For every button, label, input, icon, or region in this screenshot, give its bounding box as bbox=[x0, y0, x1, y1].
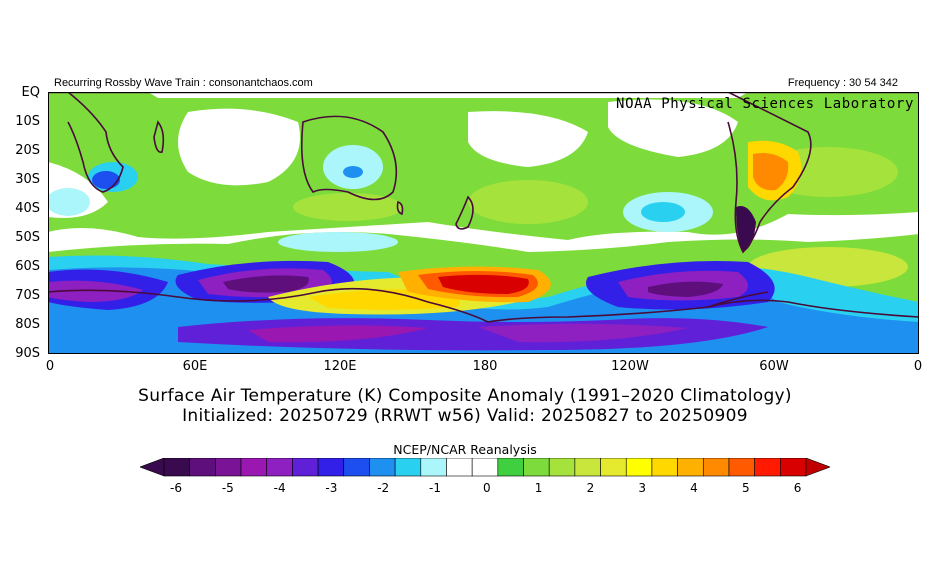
colorbar-swatch bbox=[702, 457, 730, 477]
y-tick-label: 80S bbox=[15, 317, 40, 332]
warm-nz-core bbox=[438, 274, 529, 294]
coastlines bbox=[48, 92, 919, 323]
data-source: NCEP/NCAR Reanalysis bbox=[393, 442, 537, 457]
colorbar-swatch bbox=[394, 457, 422, 477]
cool-patch-s-pacific-core bbox=[641, 202, 685, 222]
y-tick-label: 60S bbox=[15, 259, 40, 274]
y-tick-label: EQ bbox=[21, 85, 40, 100]
colorbar-swatch bbox=[420, 457, 447, 477]
x-tick-label: 0 bbox=[45, 359, 55, 374]
cold-amundsen-core bbox=[648, 281, 723, 297]
header-frequency: Frequency : 30 54 342 bbox=[787, 77, 898, 89]
colorbar-swatch bbox=[677, 457, 704, 477]
colorbar-swatch bbox=[625, 457, 653, 477]
colorbar-tick-label: 3 bbox=[638, 481, 647, 495]
near-zero-patch-pacific bbox=[468, 111, 588, 167]
colorbar-tick-label: 0 bbox=[482, 481, 491, 495]
colorbar bbox=[139, 457, 831, 482]
warm-patch-1 bbox=[468, 180, 588, 224]
y-tick-label: 90S bbox=[15, 346, 40, 361]
colorbar-swatch bbox=[780, 457, 807, 477]
colorbar-swatch bbox=[574, 457, 601, 477]
y-tick-label: 30S bbox=[15, 172, 40, 187]
x-tick-label: 60W bbox=[759, 359, 789, 374]
colorbar-swatch bbox=[317, 457, 345, 477]
colorbar-swatch bbox=[523, 457, 550, 477]
colorbar-tick-label: 6 bbox=[793, 481, 802, 495]
colorbar-tick-label: -6 bbox=[170, 481, 182, 495]
y-tick-label: 70S bbox=[15, 288, 40, 303]
colorbar-tick-label: 2 bbox=[586, 481, 595, 495]
colorbar-tick-label: 4 bbox=[690, 481, 698, 495]
cold-indian-core bbox=[223, 275, 309, 293]
colorbar-swatch bbox=[292, 457, 319, 477]
near-zero-patch-indian bbox=[178, 108, 300, 186]
cool-patch-indian-sub bbox=[278, 232, 398, 252]
cool-patch-s-atlantic bbox=[48, 188, 90, 216]
x-tick-label: 0 bbox=[913, 359, 923, 374]
y-tick-label: 10S bbox=[15, 114, 40, 129]
colorbar-swatch bbox=[446, 457, 473, 477]
colorbar-tick-label: -1 bbox=[429, 481, 441, 495]
colorbar-tick-label: -5 bbox=[221, 481, 234, 495]
x-tick-label: 60E bbox=[182, 359, 208, 374]
y-tick-label: 20S bbox=[15, 143, 40, 158]
colorbar-swatch bbox=[369, 457, 396, 477]
colorbar-swatch bbox=[215, 457, 242, 477]
colorbar-swatch bbox=[548, 457, 576, 477]
colorbar-tick-label: 5 bbox=[741, 481, 750, 495]
x-tick-label: 120W bbox=[611, 359, 649, 374]
cold-africa bbox=[92, 171, 120, 189]
cold-weddell-core bbox=[48, 280, 143, 302]
cold-interior-core-2 bbox=[478, 323, 688, 343]
warm-samerica-core bbox=[753, 153, 789, 191]
colorbar-swatch bbox=[163, 457, 190, 477]
colorbar-swatch bbox=[600, 457, 627, 477]
colorbar-min-arrow bbox=[139, 457, 165, 477]
colorbar-swatch bbox=[471, 457, 499, 477]
lab-label: NOAA Physical Sciences Laboratory bbox=[616, 96, 914, 112]
near-zero-band-south bbox=[48, 212, 919, 252]
colorbar-swatch bbox=[189, 457, 216, 477]
colorbar-swatch bbox=[728, 457, 755, 477]
colorbar-swatch bbox=[240, 457, 268, 477]
colorbar-max-arrow bbox=[805, 457, 831, 477]
colorbar-swatch bbox=[343, 457, 370, 477]
anomaly-map bbox=[48, 92, 919, 354]
map-title: Surface Air Temperature (K) Composite An… bbox=[138, 386, 792, 406]
x-tick-label: 180 bbox=[472, 359, 498, 374]
colorbar-swatch bbox=[651, 457, 678, 477]
colorbar-swatch bbox=[497, 457, 524, 477]
colorbar-tick-label: -3 bbox=[325, 481, 338, 495]
map-subtitle: Initialized: 20250729 (RRWT w56) Valid: … bbox=[182, 406, 748, 426]
colorbar-tick-label: -4 bbox=[273, 481, 286, 495]
header-credit: Recurring Rossby Wave Train : consonantc… bbox=[54, 77, 313, 89]
map-frame bbox=[48, 92, 919, 354]
colorbar-tick-label: 1 bbox=[534, 481, 543, 495]
y-tick-label: 40S bbox=[15, 201, 40, 216]
x-tick-label: 120E bbox=[323, 359, 357, 374]
colorbar-swatch bbox=[266, 457, 293, 477]
cold-interior-core bbox=[248, 325, 428, 343]
near-zero-patch-east-pacific bbox=[608, 99, 738, 157]
near-zero-top bbox=[148, 92, 748, 98]
cold-australia bbox=[343, 166, 363, 178]
colorbar-tick-label: -2 bbox=[377, 481, 390, 495]
colorbar-swatch bbox=[754, 457, 781, 477]
y-tick-label: 50S bbox=[15, 230, 40, 245]
